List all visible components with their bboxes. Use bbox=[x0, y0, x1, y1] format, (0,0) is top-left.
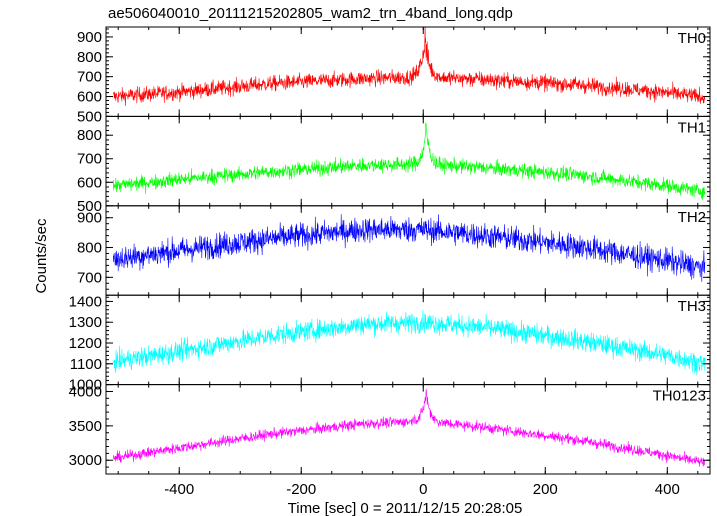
panels-group: 500 600 700 800 900 TH0 500 600 700 800 TH1 700 800 9… bbox=[69, 26, 711, 498]
panel-frame bbox=[105, 384, 711, 475]
panel-label-th1: TH1 bbox=[678, 119, 706, 136]
panel-th3: 1000 1100 1200 1300 1400 TH3 bbox=[69, 293, 711, 394]
series-line-th1 bbox=[113, 122, 706, 201]
y-tick-label: 800 bbox=[77, 240, 102, 257]
y-tick-label: 1200 bbox=[69, 335, 102, 352]
y-tick-label: 800 bbox=[77, 49, 102, 66]
series-line-th3 bbox=[113, 309, 706, 376]
y-tick-label: 900 bbox=[77, 210, 102, 227]
y-tick-label: 1000 bbox=[69, 377, 102, 394]
y-tick-label: 900 bbox=[77, 29, 102, 46]
panel-label-th0: TH0 bbox=[678, 30, 706, 47]
x-tick-label: 200 bbox=[533, 481, 558, 498]
y-tick-label: 3000 bbox=[69, 452, 102, 469]
x-axis-label: Time [sec] 0 = 2011/12/15 20:28:05 bbox=[288, 500, 523, 516]
panel-label-th3: TH3 bbox=[678, 298, 706, 315]
y-tick-label: 700 bbox=[77, 69, 102, 86]
y-tick-label: 1300 bbox=[69, 314, 102, 331]
series-line-th2 bbox=[113, 214, 706, 282]
x-tick-label: -200 bbox=[286, 481, 316, 498]
series-line-th0123 bbox=[113, 389, 706, 467]
panel-th0123: 3000 3500 4000 TH0123 bbox=[69, 383, 711, 475]
y-tick-label: 700 bbox=[77, 151, 102, 168]
panel-frame bbox=[105, 115, 711, 207]
panel-label-th2: TH2 bbox=[678, 209, 706, 226]
series-line-th0 bbox=[113, 27, 706, 106]
panel-th2: 700 800 900 TH2 bbox=[77, 205, 711, 296]
panel-label-th0123: TH0123 bbox=[653, 388, 706, 405]
y-tick-label: 1400 bbox=[69, 293, 102, 310]
panel-frame bbox=[105, 205, 711, 296]
y-tick-label: 800 bbox=[77, 127, 102, 144]
y-tick-label: 1100 bbox=[70, 356, 102, 373]
x-tick-label: 400 bbox=[655, 481, 680, 498]
x-tick-label: -400 bbox=[164, 481, 194, 498]
panel-frame bbox=[105, 294, 711, 386]
x-tick-label: 0 bbox=[419, 481, 427, 498]
y-tick-label: 500 bbox=[77, 198, 102, 215]
panel-th0: 500 600 700 800 900 TH0 bbox=[77, 26, 711, 125]
panel-frame bbox=[105, 26, 711, 117]
y-axis-label: Counts/sec bbox=[33, 218, 50, 294]
y-tick-label: 600 bbox=[77, 174, 102, 191]
y-tick-label: 700 bbox=[77, 269, 102, 286]
chart-title: ae506040010_20111215202805_wam2_trn_4ban… bbox=[108, 5, 513, 22]
y-tick-label: 500 bbox=[77, 108, 102, 125]
y-tick-label: 4000 bbox=[69, 383, 102, 400]
y-tick-label: 600 bbox=[77, 89, 102, 106]
y-tick-label: 3500 bbox=[69, 418, 102, 435]
panel-th1: 500 600 700 800 TH1 bbox=[77, 115, 711, 215]
